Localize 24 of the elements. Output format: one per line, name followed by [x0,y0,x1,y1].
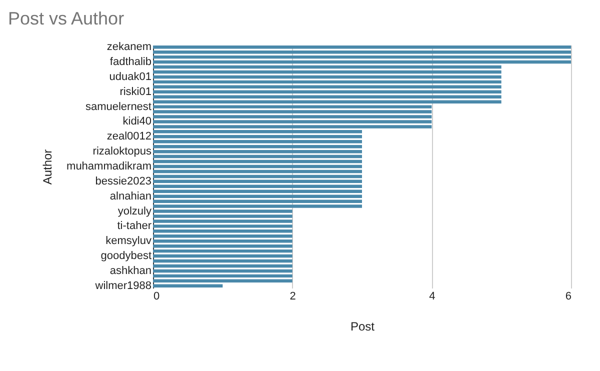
x-tick-label: 6 [565,290,572,302]
y-tick-label: kemsyluv [106,235,152,248]
y-tick-label: samuelernest [85,100,152,113]
y-tick-label: kidi40 [122,116,152,128]
y-tick-label: ti-taher [117,220,152,232]
x-tick-label: 4 [429,290,436,302]
chart-title: Post vs Author [8,8,124,29]
y-tick-label: ashkhan [110,264,152,277]
x-tick-label: 0 [154,290,160,302]
y-axis-title: Author [40,149,55,185]
x-tick-label: 2 [290,290,296,302]
y-tick-label: muhammadikram [66,160,152,172]
y-tick-label: uduak01 [109,70,152,83]
y-tick-label: goodybest [100,250,152,262]
y-tick-label: zeal0012 [106,130,152,143]
y-tick-label: riski01 [120,86,152,98]
y-tick-label: zekanem [106,41,152,54]
y-tick-label: rizaloktopus [92,146,152,158]
y-tick-label: bessie2023 [95,175,152,188]
x-axis-title: Post [350,320,376,334]
y-tick-label: wilmer1988 [94,280,152,292]
y-tick-label: fadthalib [110,56,152,68]
y-tick-label: alnahian [110,190,152,202]
y-tick-label: yolzuly [118,205,152,218]
